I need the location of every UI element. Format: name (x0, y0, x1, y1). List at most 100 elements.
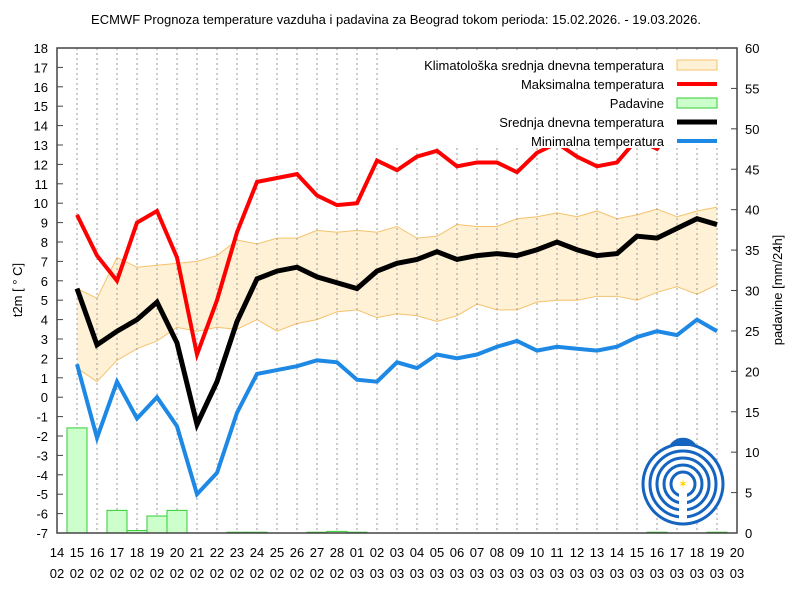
y-tick-label: 5 (41, 293, 48, 308)
y-tick-label: -7 (36, 526, 48, 541)
x-tick-day: 16 (90, 545, 104, 560)
legend-background (378, 52, 723, 148)
x-tick-month: 03 (730, 566, 744, 581)
precip-bar (106, 509, 128, 534)
x-tick-month: 03 (530, 566, 544, 581)
x-tick-day: 19 (710, 545, 724, 560)
legend-label: Maksimalna temperatura (521, 77, 665, 92)
y-tick-label: 15 (34, 99, 48, 114)
x-tick-month: 03 (570, 566, 584, 581)
chart-title: ECMWF Prognoza temperature vazduha i pad… (91, 12, 701, 27)
x-tick-day: 19 (150, 545, 164, 560)
x-tick-month: 02 (250, 566, 264, 581)
x-tick-month: 03 (670, 566, 684, 581)
x-tick-month: 03 (690, 566, 704, 581)
x-tick-day: 02 (370, 545, 384, 560)
x-tick-month: 03 (410, 566, 424, 581)
series-line-min (75, 317, 719, 499)
x-tick-day: 21 (190, 545, 204, 560)
y-tick-label: 14 (34, 119, 48, 134)
precip-bar (66, 427, 88, 534)
x-tick-day: 16 (650, 545, 664, 560)
x-tick-day: 15 (70, 545, 84, 560)
x-tick-day: 08 (490, 545, 504, 560)
x-tick-day: 20 (170, 545, 184, 560)
x-tick-month: 03 (470, 566, 484, 581)
y-tick-label: 13 (34, 138, 48, 153)
x-tick-month: 02 (290, 566, 304, 581)
y-tick-label: 17 (34, 60, 48, 75)
y-axis-label: t2m [ ° C] (10, 263, 25, 317)
y-tick-label: -6 (36, 507, 48, 522)
y2-tick-label: 15 (745, 405, 759, 420)
x-tick-day: 13 (590, 545, 604, 560)
x-tick-day: 26 (290, 545, 304, 560)
x-tick-day: 14 (50, 545, 64, 560)
x-tick-day: 03 (390, 545, 404, 560)
y2-tick-label: 50 (745, 122, 759, 137)
x-tick-day: 14 (610, 545, 624, 560)
y-tick-label: 1 (41, 371, 48, 386)
x-tick-month: 02 (70, 566, 84, 581)
x-tick-month: 03 (510, 566, 524, 581)
x-tick-month: 02 (130, 566, 144, 581)
legend-swatch (676, 97, 718, 109)
y-tick-label: -3 (36, 448, 48, 463)
precip-bar (166, 509, 188, 534)
x-tick-month: 02 (270, 566, 284, 581)
x-tick-day: 15 (630, 545, 644, 560)
x-tick-day: 25 (270, 545, 284, 560)
series-line-max (75, 117, 718, 362)
x-tick-month: 02 (210, 566, 224, 581)
x-tick-day: 06 (450, 545, 464, 560)
x-tick-month: 02 (90, 566, 104, 581)
legend-swatch (676, 59, 718, 71)
x-tick-month: 03 (710, 566, 724, 581)
x-tick-day: 05 (430, 545, 444, 560)
x-tick-month: 02 (110, 566, 124, 581)
y2-tick-label: 10 (745, 445, 759, 460)
x-tick-month: 02 (190, 566, 204, 581)
x-tick-month: 02 (150, 566, 164, 581)
y2-tick-label: 0 (745, 526, 752, 541)
y-tick-label: 2 (41, 351, 48, 366)
y2-tick-label: 5 (745, 486, 752, 501)
y-tick-label: 18 (34, 41, 48, 56)
x-tick-month: 03 (450, 566, 464, 581)
x-tick-day: 12 (570, 545, 584, 560)
y2-tick-label: 30 (745, 284, 759, 299)
x-tick-month: 03 (350, 566, 364, 581)
x-tick-month: 03 (610, 566, 624, 581)
legend-label: Srednja dnevna temperatura (499, 115, 665, 130)
legend-label: Minimalna temperatura (531, 134, 665, 149)
y-tick-label: 8 (41, 235, 48, 250)
legend-label: Klimatološka srednja dnevna temperatura (424, 58, 665, 73)
x-tick-month: 02 (50, 566, 64, 581)
x-tick-day: 09 (510, 545, 524, 560)
y-tick-label: -5 (36, 487, 48, 502)
y-tick-label: 7 (41, 254, 48, 269)
x-tick-day: 04 (410, 545, 424, 560)
legend-label: Padavine (610, 96, 664, 111)
x-tick-month: 03 (650, 566, 664, 581)
y-tick-label: 12 (34, 157, 48, 172)
y-tick-label: -1 (36, 410, 48, 425)
y-tick-label: 4 (41, 313, 48, 328)
x-tick-day: 17 (670, 545, 684, 560)
x-tick-month: 03 (550, 566, 564, 581)
climatology-upper-line (76, 206, 718, 299)
series-line-mean (74, 216, 718, 432)
x-tick-day: 11 (550, 545, 564, 560)
y-tick-label: 6 (41, 274, 48, 289)
x-tick-month: 02 (230, 566, 244, 581)
x-tick-month: 02 (170, 566, 184, 581)
x-tick-day: 18 (130, 545, 144, 560)
y2-tick-label: 40 (745, 203, 759, 218)
x-tick-day: 28 (330, 545, 344, 560)
y2-tick-label: 60 (745, 41, 759, 56)
rhmz-logo: ✶ (641, 437, 725, 526)
y2-axis-label: padavine [mm/24h] (770, 235, 785, 346)
y2-tick-label: 20 (745, 364, 759, 379)
